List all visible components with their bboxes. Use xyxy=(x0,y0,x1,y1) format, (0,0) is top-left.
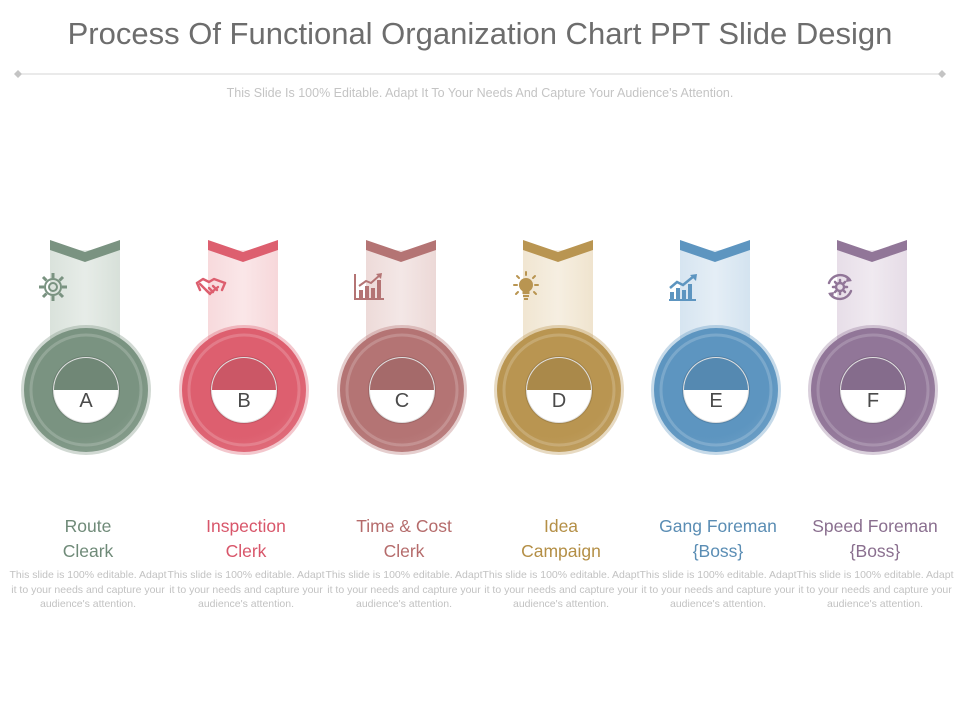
step-title: Idea Campaign xyxy=(481,514,641,564)
step-letter: B xyxy=(237,390,251,412)
step-title-line-2: Cleark xyxy=(62,541,114,561)
step-title-line-1: Inspection xyxy=(206,516,286,536)
step-title-line-1: Speed Foreman xyxy=(812,516,938,536)
step-letter: D xyxy=(551,390,567,412)
letter-badge xyxy=(21,325,151,455)
step-description: This slide is 100% editable. Adapt it to… xyxy=(167,569,325,610)
step-description: This slide is 100% editable. Adapt it to… xyxy=(325,569,483,610)
step-description: This slide is 100% editable. Adapt it to… xyxy=(482,569,640,610)
step-description: This slide is 100% editable. Adapt it to… xyxy=(796,569,954,610)
step-description: This slide is 100% editable. Adapt it to… xyxy=(9,569,167,610)
step-title-line-1: Route xyxy=(64,516,112,536)
step-letter: C xyxy=(394,390,410,412)
step-title-line-2: Clerk xyxy=(383,541,425,561)
step-title: Route Cleark xyxy=(8,514,168,564)
step-title-line-1: Time & Cost xyxy=(356,516,452,536)
step-title-line-2: {Boss} xyxy=(849,541,901,561)
step-title: Inspection Clerk xyxy=(166,514,326,564)
step-title-line-2: {Boss} xyxy=(692,541,744,561)
step-letter: A xyxy=(79,390,93,412)
step-title-line-1: Idea xyxy=(543,516,579,536)
slide-subtitle: This Slide Is 100% Editable. Adapt It To… xyxy=(226,86,734,100)
letter-badge xyxy=(651,325,781,455)
process-step-d: D Idea Campaign This slide is 100% edita… xyxy=(482,240,651,640)
process-step-e: E Gang Foreman {Boss} This slide is 100%… xyxy=(639,240,808,640)
gear-icon xyxy=(39,273,67,301)
cycle-gear-icon xyxy=(827,273,853,301)
step-title: Time & Cost Clerk xyxy=(324,514,484,564)
lightbulb-icon xyxy=(513,271,539,300)
step-title: Speed Foreman {Boss} xyxy=(795,514,955,564)
process-step-b: B Inspection Clerk This slide is 100% ed… xyxy=(167,240,336,640)
process-step-a: A Route Cleark This slide is 100% editab… xyxy=(9,240,178,640)
letter-badge xyxy=(179,325,309,455)
step-letter: E xyxy=(709,390,723,412)
ribbon-tab xyxy=(208,240,278,340)
step-title-line-2: Clerk xyxy=(225,541,267,561)
letter-badge xyxy=(337,325,467,455)
letter-badge xyxy=(494,325,624,455)
bar-chart-icon xyxy=(354,273,384,300)
growth-chart-icon xyxy=(669,274,697,301)
step-title: Gang Foreman {Boss} xyxy=(638,514,798,564)
title-divider xyxy=(14,70,946,78)
step-description: This slide is 100% editable. Adapt it to… xyxy=(639,569,797,610)
slide-title: Process Of Functional Organization Chart… xyxy=(67,16,893,51)
process-step-f: F Speed Foreman {Boss} This slide is 100… xyxy=(796,240,960,640)
letter-badge xyxy=(808,325,938,455)
step-title-line-2: Campaign xyxy=(521,541,601,561)
step-title-line-1: Gang Foreman xyxy=(659,516,777,536)
handshake-icon xyxy=(195,277,227,296)
ribbon-tab xyxy=(523,240,593,340)
process-step-c: C Time & Cost Clerk This slide is 100% e… xyxy=(325,240,494,640)
step-letter: F xyxy=(866,390,880,412)
